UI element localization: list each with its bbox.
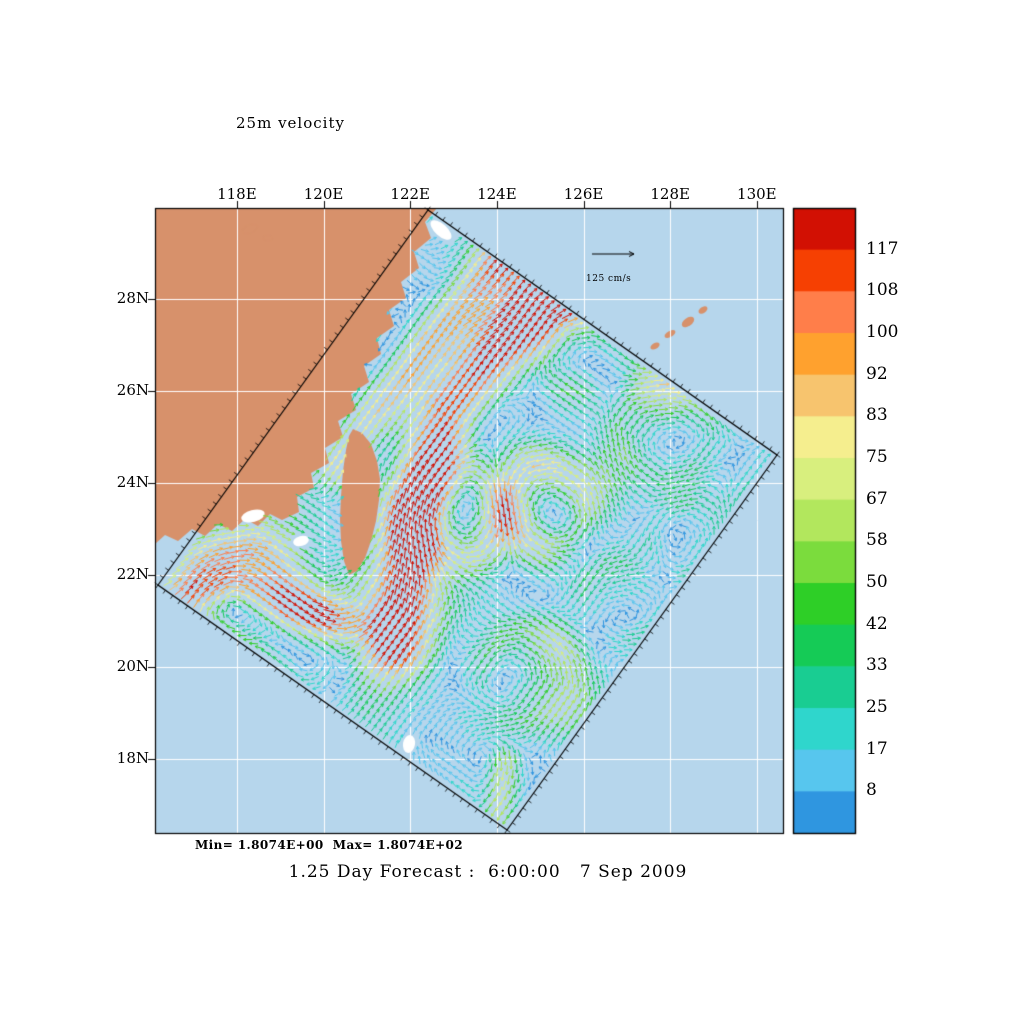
lon-tick-label: 130E — [737, 185, 777, 203]
colorbar-tick-label: 50 — [866, 572, 888, 592]
chart-title: 25m velocity — [236, 114, 345, 132]
lon-tick-label: 120E — [303, 185, 344, 203]
lat-tick-label: 18N — [116, 749, 149, 768]
colorbar-tick-label: 17 — [866, 738, 888, 759]
colorbar-tick-label: 42 — [866, 613, 888, 634]
colorbar-tick-label: 100 — [866, 322, 899, 342]
minmax-text: Min= 1.8074E+00 Max= 1.8074E+02 — [195, 838, 464, 852]
lat-tick-label: 20N — [116, 657, 149, 676]
reference-vector-label: 125 cm/s — [586, 274, 632, 284]
lat-tick-label: 28N — [116, 289, 149, 308]
colorbar-tick-label: 33 — [866, 655, 888, 676]
lon-tick-label: 118E — [217, 185, 257, 203]
lon-tick-label: 128E — [650, 185, 690, 203]
colorbar-tick-label: 8 — [866, 780, 877, 801]
colorbar-tick-label: 75 — [866, 447, 888, 467]
lat-tick-label: 22N — [116, 565, 149, 584]
colorbar-tick-label: 117 — [866, 238, 899, 259]
colorbar-tick-label: 83 — [866, 405, 888, 426]
colorbar-tick-label: 25 — [866, 697, 888, 717]
lon-tick-label: 122E — [390, 185, 430, 203]
colorbar-tick-label: 108 — [866, 280, 899, 301]
lon-tick-label: 124E — [477, 185, 517, 203]
lat-tick-label: 24N — [116, 473, 149, 492]
lon-tick-label: 126E — [563, 185, 604, 203]
colorbar-tick-label: 92 — [866, 363, 888, 384]
colorbar-tick-label: 58 — [866, 530, 888, 551]
forecast-text: 1.25 Day Forecast : 6:00:00 7 Sep 2009 — [288, 862, 688, 882]
colorbar-tick-label: 67 — [866, 488, 888, 509]
lat-tick-label: 26N — [116, 381, 149, 400]
